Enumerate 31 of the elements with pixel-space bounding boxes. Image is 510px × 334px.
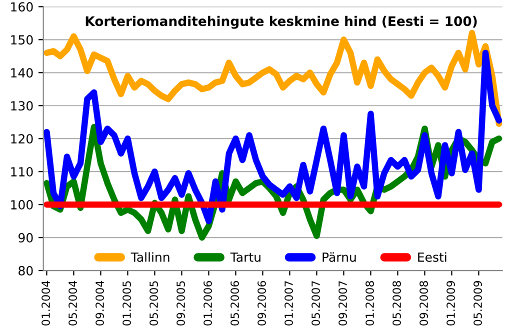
- y-tick-label: 90: [18, 233, 33, 242]
- x-tick-label: 01.2007: [284, 281, 293, 326]
- x-tick-label: 05.2005: [150, 281, 158, 326]
- x-tick-label: 09.2007: [338, 281, 347, 326]
- x-tick-label: 01.2009: [446, 281, 455, 326]
- x-tick-label: 01.2004: [42, 280, 50, 326]
- y-tick-label: 80: [18, 266, 33, 276]
- x-tick-label: 05.2007: [312, 281, 320, 326]
- y-tick-label: 100: [11, 200, 33, 210]
- legend-label: Pärnu: [322, 252, 356, 262]
- y-tick-label: 160: [11, 2, 33, 12]
- x-tick-label: 05.2009: [474, 281, 482, 326]
- x-tick-label: 01.2005: [122, 281, 131, 326]
- y-tick-label: 130: [11, 101, 33, 111]
- y-tick-label: 120: [11, 134, 33, 144]
- x-tick-label: 09.2005: [176, 281, 185, 326]
- x-tick-label: 01.2008: [366, 281, 374, 326]
- y-tick-label: 110: [11, 167, 33, 177]
- x-tick-label: 09.2008: [420, 281, 428, 326]
- x-tick-label: 05.2008: [392, 281, 401, 326]
- legend-label: Eesti: [418, 252, 446, 262]
- legend-label: Tartu: [230, 252, 260, 262]
- x-tick-label: 05.2004: [68, 280, 77, 326]
- y-tick-label: 150: [11, 35, 33, 45]
- x-tick-label: 09.2004: [96, 280, 104, 326]
- y-tick-label: 140: [11, 68, 33, 78]
- legend-label: Tallinn: [130, 252, 170, 262]
- x-tick-label: 05.2006: [230, 280, 239, 326]
- x-tick-label: 09.2006: [258, 280, 266, 326]
- text: Korteriomanditehingute keskmine hind (Eesti = 100): [86, 16, 477, 29]
- x-tick-label: 01.2006: [204, 280, 212, 326]
